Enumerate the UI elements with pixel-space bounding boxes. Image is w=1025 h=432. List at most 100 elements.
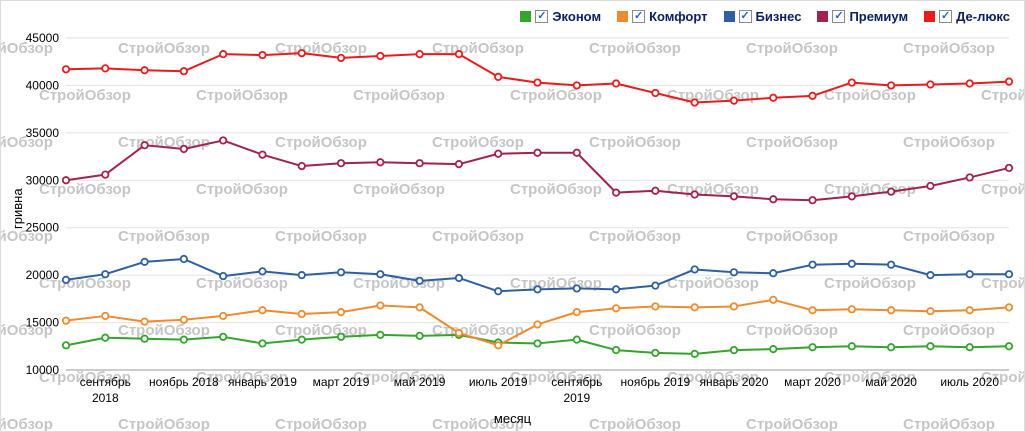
- series-point[interactable]: [887, 260, 896, 269]
- series-point[interactable]: [965, 173, 974, 182]
- series-point[interactable]: [847, 305, 856, 314]
- series-point[interactable]: [690, 98, 699, 107]
- series-point[interactable]: [887, 306, 896, 315]
- series-point[interactable]: [101, 64, 110, 73]
- series-point[interactable]: [572, 284, 581, 293]
- series-point[interactable]: [258, 306, 267, 315]
- series-point[interactable]: [297, 49, 306, 58]
- series-point[interactable]: [101, 333, 110, 342]
- series-point[interactable]: [729, 96, 739, 105]
- series-point[interactable]: [376, 158, 385, 167]
- series-point[interactable]: [297, 335, 306, 344]
- series-point[interactable]: [376, 330, 385, 340]
- series-point[interactable]: [61, 176, 71, 185]
- series-point[interactable]: [729, 268, 739, 277]
- series-point[interactable]: [572, 308, 581, 317]
- series-point[interactable]: [572, 148, 581, 157]
- series-point[interactable]: [219, 136, 228, 145]
- series-point[interactable]: [258, 267, 267, 276]
- series-point[interactable]: [454, 273, 464, 283]
- series-point[interactable]: [336, 53, 346, 63]
- series-point[interactable]: [847, 78, 856, 87]
- series-point[interactable]: [258, 150, 267, 159]
- legend-item-Эконом[interactable]: ✓ Эконом: [520, 9, 601, 24]
- legend-item-Де-люкс[interactable]: ✓ Де-люкс: [924, 9, 1010, 24]
- legend-checkbox[interactable]: ✓: [738, 10, 752, 23]
- series-point[interactable]: [651, 186, 660, 195]
- series-point[interactable]: [572, 81, 581, 90]
- series-point[interactable]: [179, 144, 188, 154]
- series-point[interactable]: [533, 339, 542, 348]
- series-point[interactable]: [219, 311, 228, 321]
- series-point[interactable]: [494, 149, 503, 158]
- series-point[interactable]: [808, 306, 817, 315]
- series-point[interactable]: [533, 78, 542, 87]
- series-point[interactable]: [415, 303, 424, 312]
- legend-item-Бизнес[interactable]: ✓ Бизнес: [723, 9, 801, 24]
- series-point[interactable]: [219, 271, 228, 281]
- series-point[interactable]: [1004, 270, 1014, 279]
- series-point[interactable]: [965, 306, 974, 315]
- series-point[interactable]: [179, 335, 188, 344]
- series-point[interactable]: [926, 80, 935, 89]
- series-point[interactable]: [1004, 163, 1014, 173]
- series-point[interactable]: [690, 190, 699, 199]
- series-point[interactable]: [415, 159, 424, 168]
- series-point[interactable]: [376, 270, 385, 279]
- series-point[interactable]: [808, 260, 817, 269]
- series-point[interactable]: [690, 303, 699, 312]
- series-point[interactable]: [887, 81, 896, 90]
- series-point[interactable]: [415, 276, 424, 285]
- series-point[interactable]: [965, 343, 974, 352]
- series-point[interactable]: [769, 269, 778, 278]
- series-point[interactable]: [454, 160, 464, 169]
- series-point[interactable]: [611, 79, 621, 88]
- series-point[interactable]: [729, 345, 739, 355]
- series-point[interactable]: [690, 349, 699, 358]
- series-point[interactable]: [61, 65, 71, 74]
- series-point[interactable]: [769, 295, 778, 304]
- legend-checkbox[interactable]: ✓: [632, 10, 646, 23]
- series-point[interactable]: [336, 268, 346, 277]
- series-point[interactable]: [297, 309, 306, 319]
- series-point[interactable]: [651, 302, 660, 311]
- series-point[interactable]: [808, 343, 817, 352]
- series-point[interactable]: [494, 287, 503, 296]
- series-point[interactable]: [651, 281, 660, 290]
- series-point[interactable]: [140, 257, 149, 266]
- series-point[interactable]: [926, 342, 935, 351]
- legend-checkbox[interactable]: ✓: [535, 10, 549, 23]
- series-point[interactable]: [376, 301, 385, 310]
- series-point[interactable]: [179, 254, 188, 264]
- series-point[interactable]: [61, 341, 71, 350]
- legend-checkbox[interactable]: ✓: [939, 10, 953, 23]
- series-point[interactable]: [1004, 77, 1014, 86]
- series-point[interactable]: [769, 345, 778, 354]
- series-point[interactable]: [179, 67, 188, 76]
- series-point[interactable]: [140, 66, 149, 75]
- series-point[interactable]: [611, 345, 621, 355]
- series-point[interactable]: [140, 141, 149, 150]
- series-point[interactable]: [611, 188, 621, 197]
- series-point[interactable]: [847, 192, 856, 201]
- series-point[interactable]: [219, 332, 228, 341]
- series-point[interactable]: [179, 315, 188, 324]
- series-point[interactable]: [651, 348, 660, 358]
- series-point[interactable]: [965, 79, 974, 88]
- series-point[interactable]: [415, 50, 424, 59]
- series-point[interactable]: [611, 304, 621, 313]
- series-point[interactable]: [611, 285, 621, 294]
- series-point[interactable]: [101, 311, 110, 321]
- series-point[interactable]: [336, 159, 346, 168]
- series-point[interactable]: [808, 91, 817, 100]
- series-point[interactable]: [572, 335, 581, 344]
- series-point[interactable]: [1004, 303, 1014, 312]
- series-point[interactable]: [690, 265, 699, 274]
- series-point[interactable]: [101, 270, 110, 279]
- series-point[interactable]: [297, 161, 306, 171]
- series-point[interactable]: [140, 317, 149, 326]
- series-point[interactable]: [140, 334, 149, 343]
- series-point[interactable]: [769, 195, 778, 204]
- series-point[interactable]: [729, 192, 739, 201]
- series-point[interactable]: [965, 270, 974, 279]
